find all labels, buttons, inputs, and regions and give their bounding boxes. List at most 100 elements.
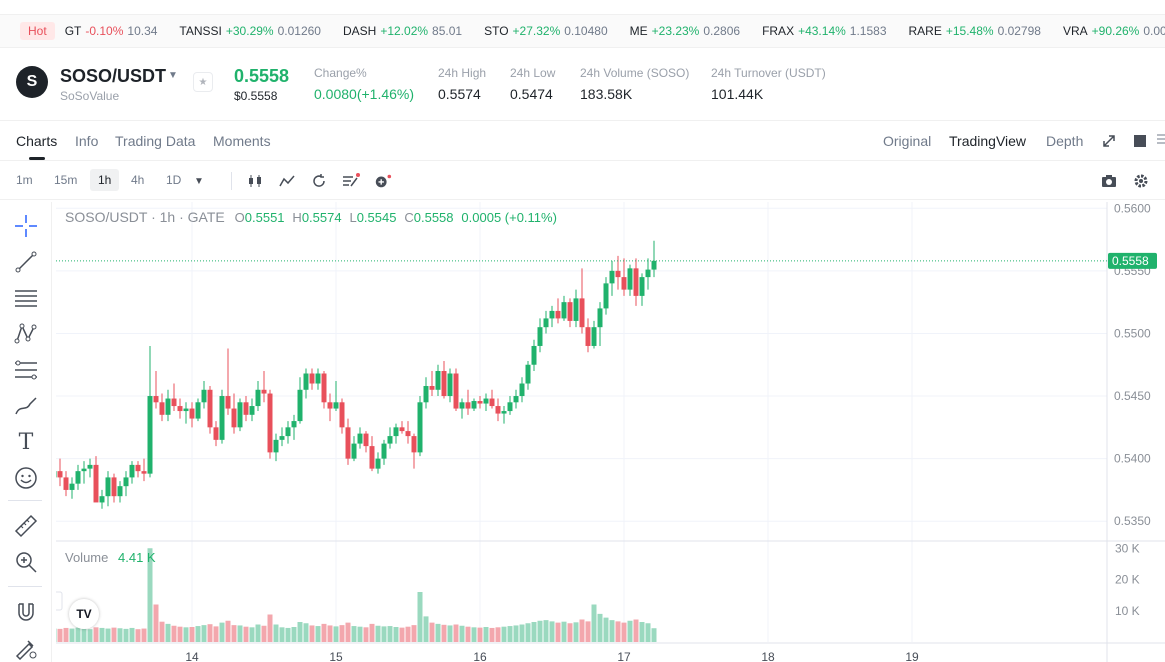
candle-body	[105, 477, 111, 497]
replay-icon[interactable]	[310, 172, 328, 190]
text-tool-icon[interactable]: T	[18, 429, 34, 455]
volume-bar	[231, 625, 237, 642]
volume-bar	[207, 624, 213, 642]
stat-value: 0.5574	[438, 86, 481, 102]
volume-bar	[459, 625, 465, 642]
time-axis-label: 19	[905, 650, 919, 662]
candle-body	[141, 471, 147, 474]
menu-icon[interactable]	[1157, 131, 1165, 144]
timeframe-4h[interactable]: 4h	[131, 173, 145, 187]
view-depth[interactable]: Depth	[1046, 133, 1084, 149]
candle-body	[477, 401, 483, 404]
zoom-in-icon[interactable]	[14, 550, 38, 574]
soso-logo-icon: S	[16, 66, 48, 98]
candle-body	[273, 439, 279, 453]
candle-body	[231, 408, 237, 428]
volume-bar	[411, 625, 417, 642]
candle-body	[249, 406, 255, 415]
timeframe-1d[interactable]: 1D	[166, 173, 182, 187]
candle-body	[465, 402, 471, 409]
drawing-lock-icon[interactable]	[14, 636, 38, 660]
expand-icon[interactable]	[1101, 133, 1117, 149]
ticker-symbol: DASH	[342, 24, 377, 38]
ticker-item[interactable]: ME +23.23% 0.2806	[630, 24, 740, 38]
chart-area[interactable]: 0.5600 0.5550 0.5500 0.5450 0.5400 0.5350 0.55…	[56, 202, 1165, 662]
horizontal-lines-icon[interactable]	[14, 286, 38, 310]
tab-charts[interactable]: Charts	[16, 133, 58, 149]
view-original[interactable]: Original	[883, 133, 932, 149]
tab-info[interactable]: Info	[75, 133, 99, 149]
timeframe-1h[interactable]: 1h	[90, 169, 120, 191]
candle-body	[519, 383, 525, 397]
ticker-item[interactable]: VRA+90.26%0.00009199	[1063, 24, 1165, 38]
candle-body	[321, 373, 327, 403]
ticker-item[interactable]: GT -0.10% 10.34	[65, 24, 158, 38]
trend-line-icon[interactable]	[14, 250, 38, 274]
candle-body	[561, 302, 567, 319]
crosshair-icon[interactable]	[14, 214, 38, 238]
hot-badge[interactable]: Hot	[20, 22, 55, 40]
timeframe-1m[interactable]: 1m	[16, 173, 33, 187]
chevron-down-icon[interactable]: ▼	[168, 70, 178, 81]
volume-bar	[441, 624, 447, 642]
stat-label: 24h Volume (SOSO)	[580, 66, 690, 80]
brush-icon[interactable]	[14, 394, 38, 418]
candle-body	[633, 268, 639, 296]
ticker-item[interactable]: FRAX +43.14% 1.1583	[762, 24, 886, 38]
volume-bar	[615, 621, 621, 642]
favorite-star-icon[interactable]: ★	[193, 72, 213, 92]
ticker-bar: Hot GT -0.10% 10.34 TANSSI +30.29% 0.01260 DAS…	[0, 14, 1165, 48]
volume-bar	[147, 548, 153, 642]
candle-body	[189, 408, 195, 419]
candle-body	[123, 477, 129, 487]
volume-bar	[447, 625, 453, 642]
layout-icon[interactable]	[1134, 135, 1146, 147]
volume-bar	[56, 628, 57, 642]
ticker-item[interactable]: TANSSI +30.29% 0.01260	[179, 24, 321, 38]
candle-body	[99, 496, 105, 503]
pattern-icon[interactable]	[14, 322, 38, 346]
volume-bar	[477, 627, 483, 642]
volume-bar	[291, 627, 297, 642]
price-chart[interactable]: 0.56000.55500.55000.54500.54000.53500.55…	[56, 202, 1165, 662]
candle-body	[207, 389, 213, 428]
candle-body	[177, 406, 183, 412]
emoji-icon[interactable]	[14, 466, 38, 490]
timeframe-15m[interactable]: 15m	[54, 173, 78, 187]
candle-body	[255, 389, 261, 407]
indicators-icon[interactable]	[278, 172, 296, 190]
pair-name[interactable]: SOSO/USDT	[60, 66, 167, 86]
ticker-item[interactable]: STO +27.32% 0.10480	[484, 24, 608, 38]
ruler-icon[interactable]	[14, 514, 38, 538]
volume-bar	[387, 626, 393, 642]
volume-bar	[339, 625, 345, 642]
price-axis-label: 0.5400	[1114, 452, 1151, 466]
add-indicator-icon[interactable]	[374, 172, 392, 190]
view-tradingview[interactable]: TradingView	[949, 133, 1027, 149]
volume-bar	[543, 620, 549, 642]
stat-24h-turnover: 24h Turnover (USDT) 101.44K	[711, 66, 826, 102]
ticker-change: +27.32%	[512, 24, 561, 38]
ticker-item[interactable]: RARE +15.48% 0.02798	[909, 24, 1041, 38]
templates-icon[interactable]	[342, 172, 360, 190]
gear-icon[interactable]	[1132, 172, 1150, 190]
candle-body	[447, 373, 453, 397]
tab-moments[interactable]: Moments	[213, 133, 271, 149]
fib-icon[interactable]	[14, 358, 38, 382]
volume-legend: Volume 4.41 K	[65, 550, 156, 565]
volume-bar	[201, 625, 207, 642]
candlestick-type-icon[interactable]	[246, 172, 264, 190]
tab-trading-data[interactable]: Trading Data	[115, 133, 196, 149]
ticker-item[interactable]: DASH +12.02% 85.01	[343, 24, 462, 38]
volume-bar	[633, 619, 639, 642]
volume-bar	[225, 620, 231, 642]
chevron-down-icon[interactable]: ▼	[194, 175, 204, 187]
magnet-icon[interactable]	[14, 600, 38, 624]
volume-label: Volume	[65, 550, 109, 565]
price-axis-label: 0.5350	[1114, 514, 1151, 528]
legend-open-label: O	[234, 210, 245, 225]
tradingview-logo-icon[interactable]: TV	[69, 599, 99, 629]
volume-bar	[255, 624, 261, 642]
screenshot-icon[interactable]	[1100, 172, 1118, 190]
volume-bar	[645, 623, 651, 642]
